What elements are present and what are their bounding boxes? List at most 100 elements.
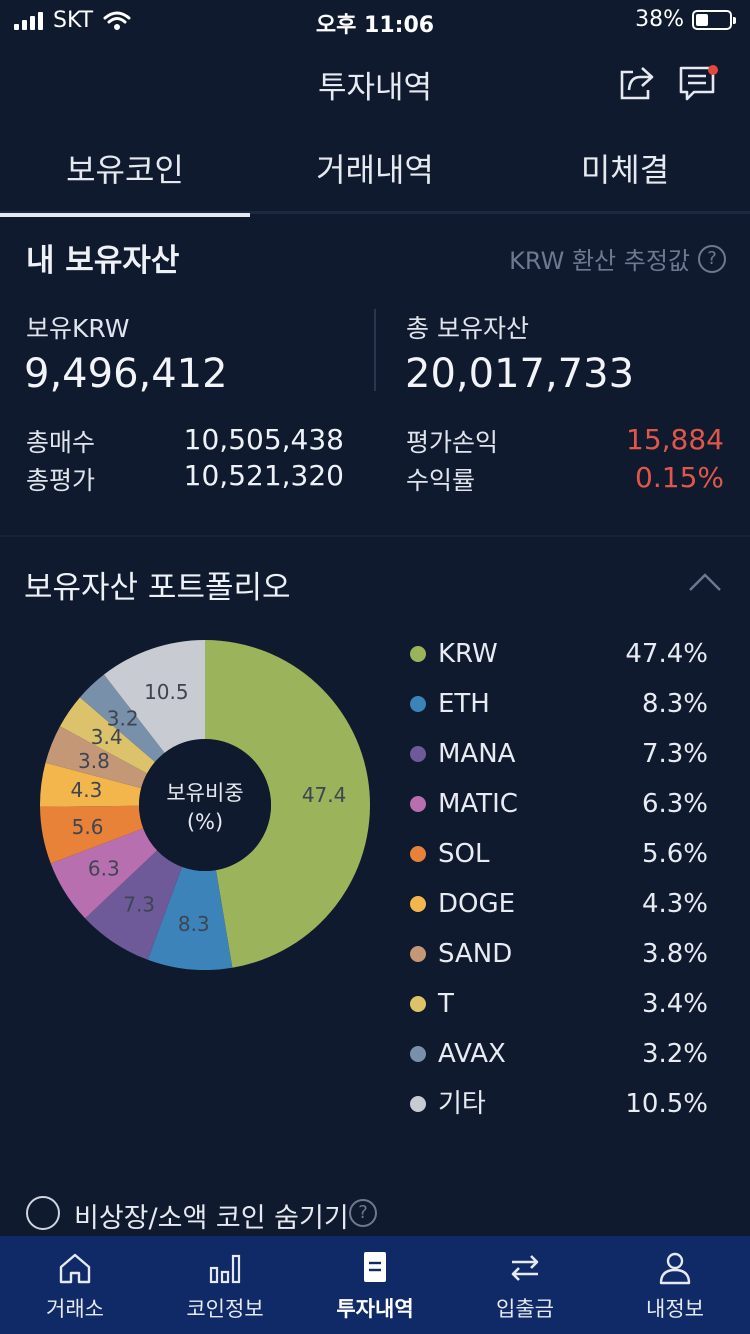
legend-name: AVAX (438, 1039, 506, 1069)
legend-dot (410, 1096, 426, 1112)
legend-percent: 4.3% (641, 889, 708, 919)
legend-dot (410, 996, 426, 1012)
donut-slice-sand (45, 726, 147, 789)
user-icon (659, 1252, 691, 1285)
donut-slice-t (59, 697, 155, 774)
nav-header: 투자내역 (0, 40, 750, 128)
legend-name: DOGE (438, 889, 516, 919)
donut-slice-label-sand: 3.8 (78, 749, 110, 773)
donut-slice-label-avax: 3.2 (107, 706, 139, 730)
hide-small-coins-radio[interactable] (26, 1196, 60, 1230)
bottom-nav: 거래소 코인정보 투자내역 입출금 내정보 (0, 1236, 750, 1334)
nav-investments-label: 투자내역 (336, 1297, 414, 1321)
battery-percent: 38% (635, 7, 684, 32)
krw-value: 9,496,412 (24, 351, 228, 397)
wifi-icon (103, 11, 131, 30)
portfolio-title: 보유자산 포트폴리오 (24, 570, 291, 606)
status-time: 오후 11:06 (315, 13, 435, 38)
donut-slice-eth (147, 866, 233, 970)
status-bar: SKT 오후 11:06 38% (0, 0, 750, 40)
legend-percent: 7.3% (641, 739, 708, 769)
carrier-label: SKT (53, 8, 94, 33)
signal-icon (14, 11, 43, 30)
nav-investments[interactable]: 투자내역 (300, 1236, 450, 1334)
total-buy-label: 총매수 (26, 428, 96, 457)
document-icon (364, 1252, 386, 1282)
donut-slice-sol (40, 805, 144, 864)
section-divider (0, 535, 750, 537)
home-icon (59, 1253, 91, 1284)
legend-dot (410, 796, 426, 812)
legend-name: SAND (438, 939, 513, 969)
donut-slice-label-matic: 6.3 (88, 856, 120, 880)
legend-item: SAND 3.8% (408, 934, 718, 984)
chevron-up-icon[interactable] (688, 572, 722, 592)
nav-exchange[interactable]: 거래소 (0, 1236, 150, 1334)
legend-name: ETH (438, 689, 490, 719)
total-assets-label: 총 보유자산 (406, 314, 529, 343)
hide-small-coins-label: 비상장/소액 코인 숨기기 (74, 1203, 349, 1234)
donut-slice-label-krw: 47.4 (302, 783, 347, 807)
legend-percent: 3.2% (641, 1039, 708, 1069)
legend-percent: 47.4% (625, 639, 708, 669)
donut-center-line2: (%) (187, 810, 223, 834)
legend-dot (410, 696, 426, 712)
legend-item: AVAX 3.2% (408, 1034, 718, 1084)
legend-item: MATIC 6.3% (408, 784, 718, 834)
nav-deposit-withdraw-label: 입출금 (496, 1297, 554, 1321)
legend-dot (410, 946, 426, 962)
page-title: 투자내역 (317, 70, 433, 106)
tab-open-orders[interactable]: 미체결 (580, 151, 670, 189)
nav-coin-info-label: 코인정보 (186, 1297, 264, 1321)
battery-fill (696, 13, 709, 26)
portfolio-legend: KRW 47.4% ETH 8.3% MANA 7.3% MATIC 6.3% SOL 5.6% D… (408, 634, 718, 1134)
donut-slice-matic (50, 828, 158, 919)
nav-my-info[interactable]: 내정보 (600, 1236, 750, 1334)
krw-estimate-note[interactable]: KRW 환산 추정값 ? (509, 241, 726, 276)
nav-exchange-label: 거래소 (46, 1297, 104, 1321)
krw-estimate-label: KRW 환산 추정값 (509, 247, 690, 275)
legend-dot (410, 846, 426, 862)
total-assets-value: 20,017,733 (405, 351, 635, 397)
pnl-label: 평가손익 (406, 428, 499, 457)
portfolio-section: 보유자산 포트폴리오 보유비중 (%) 47.4 8.3 7.3 6.3 5.6 4.3 3… (0, 540, 750, 1165)
legend-percent: 3.8% (641, 939, 708, 969)
bar-chart-icon (209, 1254, 241, 1284)
legend-percent: 5.6% (641, 839, 708, 869)
total-eval-label: 총평가 (26, 466, 96, 495)
legend-dot (410, 896, 426, 912)
donut-slice-label-sol: 5.6 (72, 815, 104, 839)
help-icon[interactable]: ? (349, 1199, 377, 1227)
assets-divider (374, 309, 376, 391)
nav-coin-info[interactable]: 코인정보 (150, 1236, 300, 1334)
donut-slice-avax (79, 674, 165, 762)
share-icon[interactable] (618, 64, 656, 102)
tab-transactions[interactable]: 거래내역 (316, 151, 434, 189)
help-icon[interactable]: ? (698, 244, 726, 273)
legend-percent: 6.3% (641, 789, 708, 819)
return-rate-label: 수익률 (406, 466, 476, 495)
donut-slice-기타 (103, 640, 205, 753)
legend-name: T (438, 989, 454, 1019)
donut-slice-label-doge: 4.3 (71, 778, 103, 802)
tab-bar: 보유코인 거래내역 미체결 (0, 128, 750, 217)
donut-slice-label-eth: 8.3 (178, 912, 210, 936)
legend-name: MATIC (438, 789, 518, 819)
assets-title: 내 보유자산 (26, 243, 180, 279)
my-assets-section: 내 보유자산 KRW 환산 추정값 ? 보유KRW 9,496,412 총 보유… (0, 217, 750, 537)
legend-dot (410, 646, 426, 662)
donut-slice-label-기타: 10.5 (144, 680, 189, 704)
transfer-icon (511, 1255, 539, 1281)
legend-item: 기타 10.5% (408, 1084, 718, 1134)
legend-name: KRW (438, 639, 498, 669)
donut-slice-mana (85, 850, 183, 960)
nav-deposit-withdraw[interactable]: 입출금 (450, 1236, 600, 1334)
legend-item: T 3.4% (408, 984, 718, 1034)
legend-name: SOL (438, 839, 490, 869)
status-right: 38% (635, 7, 736, 32)
donut-slice-krw (205, 640, 370, 968)
tab-holdings[interactable]: 보유코인 (0, 128, 250, 217)
hide-small-coins-row[interactable]: 비상장/소액 코인 숨기기 ? (0, 1166, 750, 1236)
donut-center-line1: 보유비중 (166, 781, 243, 805)
notification-dot (708, 65, 718, 75)
